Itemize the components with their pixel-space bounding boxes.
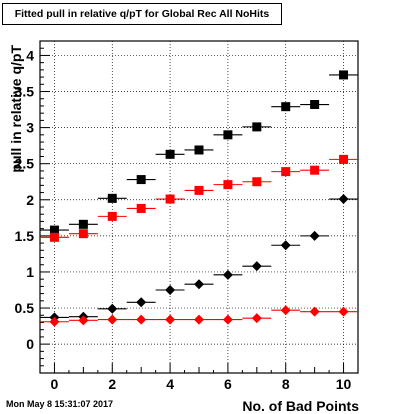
timestamp: Mon May 8 15:31:07 2017 (6, 399, 114, 409)
data-point-diamond (165, 285, 176, 295)
data-point-square (136, 203, 146, 213)
x-tick-label: 4 (166, 376, 174, 392)
data-point-square (339, 70, 349, 80)
x-tick-label: 10 (336, 376, 352, 392)
data-point-square (310, 165, 320, 175)
data-point-square (223, 180, 233, 190)
data-point-diamond (338, 194, 349, 205)
data-point-square (310, 100, 320, 110)
data-point-square (165, 149, 175, 159)
y-tick-label: 0.5 (15, 300, 35, 316)
data-point-diamond (251, 261, 262, 272)
data-point-square (252, 177, 262, 187)
data-point-diamond (309, 306, 320, 317)
data-point-diamond (107, 314, 118, 325)
series-2 (40, 154, 358, 242)
data-point-diamond (251, 313, 262, 324)
data-layer (40, 70, 358, 327)
data-point-diamond (222, 269, 233, 280)
data-point-diamond (78, 315, 89, 326)
data-point-diamond (280, 305, 291, 316)
data-point-diamond (222, 314, 233, 325)
data-point-square (78, 219, 88, 229)
y-tick-label: 2.5 (15, 156, 35, 172)
y-tick-label: 1 (26, 264, 34, 280)
data-point-diamond (136, 314, 147, 325)
data-point-square (136, 175, 146, 185)
data-point-square (107, 193, 117, 203)
x-tick-label: 8 (282, 376, 290, 392)
data-point-square (339, 154, 349, 164)
data-point-square (223, 130, 233, 140)
data-point-square (281, 167, 291, 177)
chart-title: Fitted pull in relative q/pT for Global … (2, 3, 282, 25)
series-1 (40, 70, 358, 235)
data-point-diamond (194, 279, 204, 290)
data-point-diamond (49, 316, 60, 327)
y-tick-label: 3.5 (15, 84, 35, 100)
series-4 (40, 305, 358, 327)
y-tick-label: 4 (26, 47, 34, 63)
data-point-square (194, 145, 204, 155)
data-point-diamond (280, 240, 291, 251)
data-point-square (49, 225, 59, 235)
data-point-diamond (338, 306, 349, 317)
data-point-diamond (165, 314, 176, 325)
data-point-square (252, 122, 262, 132)
x-tick-label: 2 (108, 376, 116, 392)
data-point-square (107, 211, 117, 221)
axes: 0 2 4 6 8 10 0 0.5 1 1.5 2 2.5 3 3.5 4 (15, 40, 359, 392)
data-point-diamond (309, 230, 320, 241)
y-axis-label: pull in relative q/pT (8, 45, 24, 173)
data-point-square (49, 232, 59, 242)
data-point-square (165, 194, 175, 204)
x-tick-label: 6 (224, 376, 232, 392)
x-tick-label: 0 (51, 376, 59, 392)
y-tick-label: 0 (26, 336, 34, 352)
data-point-diamond (136, 297, 147, 308)
data-point-diamond (107, 303, 118, 314)
data-point-square (78, 229, 88, 239)
y-tick-label: 2 (26, 192, 34, 208)
data-point-square (281, 102, 291, 112)
series-3 (40, 194, 358, 323)
y-tick-label: 3 (26, 120, 34, 136)
data-point-diamond (194, 314, 204, 325)
y-tick-label: 1.5 (15, 228, 35, 244)
data-point-square (194, 185, 204, 195)
x-axis-label: No. of Bad Points (242, 398, 359, 414)
